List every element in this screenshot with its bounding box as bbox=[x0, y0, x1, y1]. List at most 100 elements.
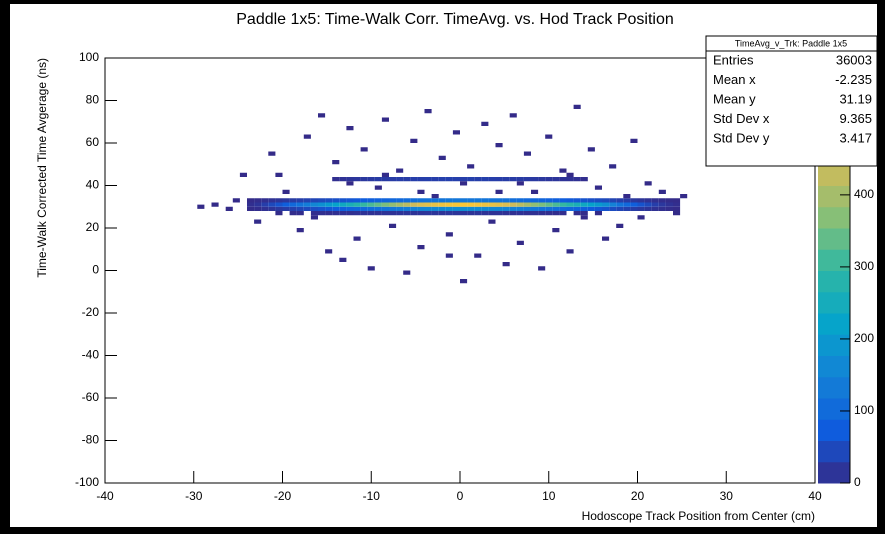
cell bbox=[488, 206, 496, 211]
cell bbox=[318, 206, 326, 211]
cell bbox=[445, 232, 453, 237]
cell bbox=[516, 181, 524, 186]
cell bbox=[360, 198, 368, 203]
cell bbox=[516, 198, 524, 203]
cell bbox=[268, 151, 276, 156]
cell bbox=[644, 202, 652, 207]
cell bbox=[630, 198, 638, 203]
cell bbox=[502, 206, 510, 211]
cell bbox=[346, 181, 354, 186]
stats-value: 36003 bbox=[836, 52, 872, 67]
cell bbox=[310, 215, 318, 220]
cell bbox=[559, 206, 567, 211]
cell bbox=[495, 177, 503, 182]
y-tick-label: 60 bbox=[86, 135, 100, 149]
cell bbox=[452, 206, 460, 211]
color-band bbox=[818, 249, 850, 271]
z-tick-label: 300 bbox=[854, 259, 874, 273]
cell bbox=[566, 249, 574, 254]
stats-value: 31.19 bbox=[839, 91, 872, 106]
cell bbox=[630, 138, 638, 143]
cell bbox=[303, 206, 311, 211]
cell bbox=[417, 206, 425, 211]
cell bbox=[460, 202, 468, 207]
x-tick-label: -30 bbox=[185, 489, 203, 503]
cell bbox=[438, 211, 446, 216]
cell bbox=[460, 211, 468, 216]
cell bbox=[268, 202, 276, 207]
cell bbox=[417, 198, 425, 203]
y-tick-label: 80 bbox=[86, 93, 100, 107]
cell bbox=[346, 206, 354, 211]
cell bbox=[247, 202, 255, 207]
cell bbox=[318, 211, 326, 216]
cell bbox=[538, 202, 546, 207]
plot-cells bbox=[197, 104, 688, 284]
color-band bbox=[818, 228, 850, 250]
cell bbox=[424, 211, 432, 216]
cell bbox=[488, 177, 496, 182]
cell bbox=[318, 202, 326, 207]
cell bbox=[225, 206, 233, 211]
cell bbox=[452, 198, 460, 203]
cell bbox=[516, 202, 524, 207]
cell bbox=[566, 198, 574, 203]
cell bbox=[573, 202, 581, 207]
cell bbox=[389, 223, 397, 228]
cell bbox=[481, 206, 489, 211]
cell bbox=[431, 198, 439, 203]
cell bbox=[332, 206, 340, 211]
cell bbox=[566, 177, 574, 182]
cell bbox=[367, 198, 375, 203]
cell bbox=[602, 236, 610, 241]
cell bbox=[332, 202, 340, 207]
cell bbox=[673, 206, 681, 211]
cell bbox=[282, 206, 290, 211]
cell bbox=[580, 202, 588, 207]
y-tick-label: -60 bbox=[82, 390, 100, 404]
x-tick-label: 40 bbox=[808, 489, 822, 503]
cell bbox=[410, 202, 418, 207]
cell bbox=[481, 198, 489, 203]
cell bbox=[303, 198, 311, 203]
cell bbox=[545, 177, 553, 182]
cell bbox=[545, 206, 553, 211]
cell bbox=[559, 211, 567, 216]
cell bbox=[360, 147, 368, 152]
cell bbox=[665, 198, 673, 203]
cell bbox=[552, 177, 560, 182]
stats-label: Mean y bbox=[713, 91, 756, 106]
cell bbox=[275, 211, 283, 216]
cell bbox=[424, 206, 432, 211]
cell bbox=[332, 160, 340, 165]
cell bbox=[495, 202, 503, 207]
cell bbox=[573, 104, 581, 109]
cell bbox=[623, 206, 631, 211]
cell bbox=[509, 206, 517, 211]
cell bbox=[488, 211, 496, 216]
cell bbox=[445, 202, 453, 207]
cell bbox=[523, 206, 531, 211]
cell bbox=[609, 198, 617, 203]
cell bbox=[396, 211, 404, 216]
z-tick-label: 200 bbox=[854, 331, 874, 345]
cell bbox=[261, 202, 269, 207]
cell bbox=[587, 206, 595, 211]
cell bbox=[360, 211, 368, 216]
cell bbox=[673, 198, 681, 203]
cell bbox=[502, 202, 510, 207]
cell bbox=[339, 202, 347, 207]
cell bbox=[481, 211, 489, 216]
cell bbox=[339, 198, 347, 203]
cell bbox=[609, 202, 617, 207]
stats-label: Std Dev y bbox=[713, 130, 770, 145]
cell bbox=[552, 211, 560, 216]
cell bbox=[424, 177, 432, 182]
cell bbox=[637, 206, 645, 211]
cell bbox=[531, 202, 539, 207]
cell bbox=[403, 270, 411, 275]
color-band bbox=[818, 164, 850, 186]
cell bbox=[296, 211, 304, 216]
cell bbox=[495, 206, 503, 211]
cell bbox=[623, 198, 631, 203]
